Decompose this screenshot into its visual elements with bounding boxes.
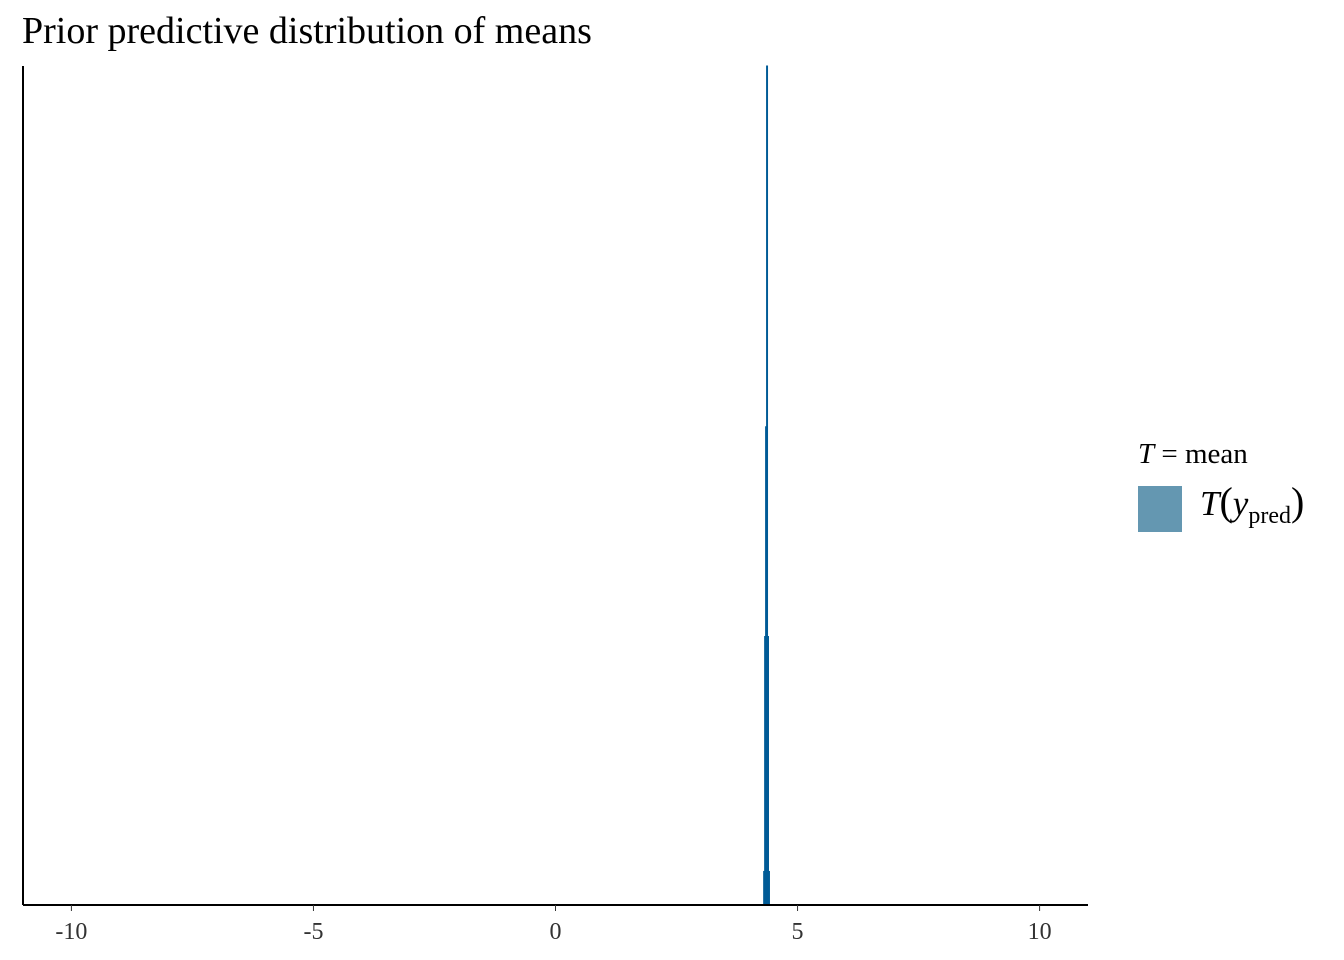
legend-entry-var: y: [1232, 484, 1249, 523]
x-tick-label: -5: [303, 919, 323, 945]
x-tick-label: 5: [792, 919, 804, 945]
histogram-bars: [763, 65, 770, 906]
x-tick-label: 0: [550, 919, 562, 945]
legend-title-symbol: T: [1138, 438, 1155, 470]
legend-title: T = mean: [1138, 436, 1304, 472]
legend-swatch: [1138, 486, 1182, 532]
legend-entry: T(ypred): [1138, 482, 1304, 536]
x-tick-label: 10: [1028, 919, 1052, 945]
legend-entry-sub: pred: [1248, 503, 1291, 529]
legend-entry-label: T(ypred): [1200, 479, 1305, 530]
legend: T = mean T(ypred): [1138, 436, 1304, 536]
x-axis-ticks: -10 -5 0 5 10: [55, 905, 1052, 945]
histogram-bar: [767, 636, 769, 906]
x-tick-label: -10: [55, 919, 87, 945]
legend-entry-fn: T: [1200, 484, 1220, 523]
histogram-bar: [768, 870, 770, 906]
legend-title-text: = mean: [1154, 438, 1248, 470]
chart-title: Prior predictive distribution of means: [22, 10, 592, 52]
